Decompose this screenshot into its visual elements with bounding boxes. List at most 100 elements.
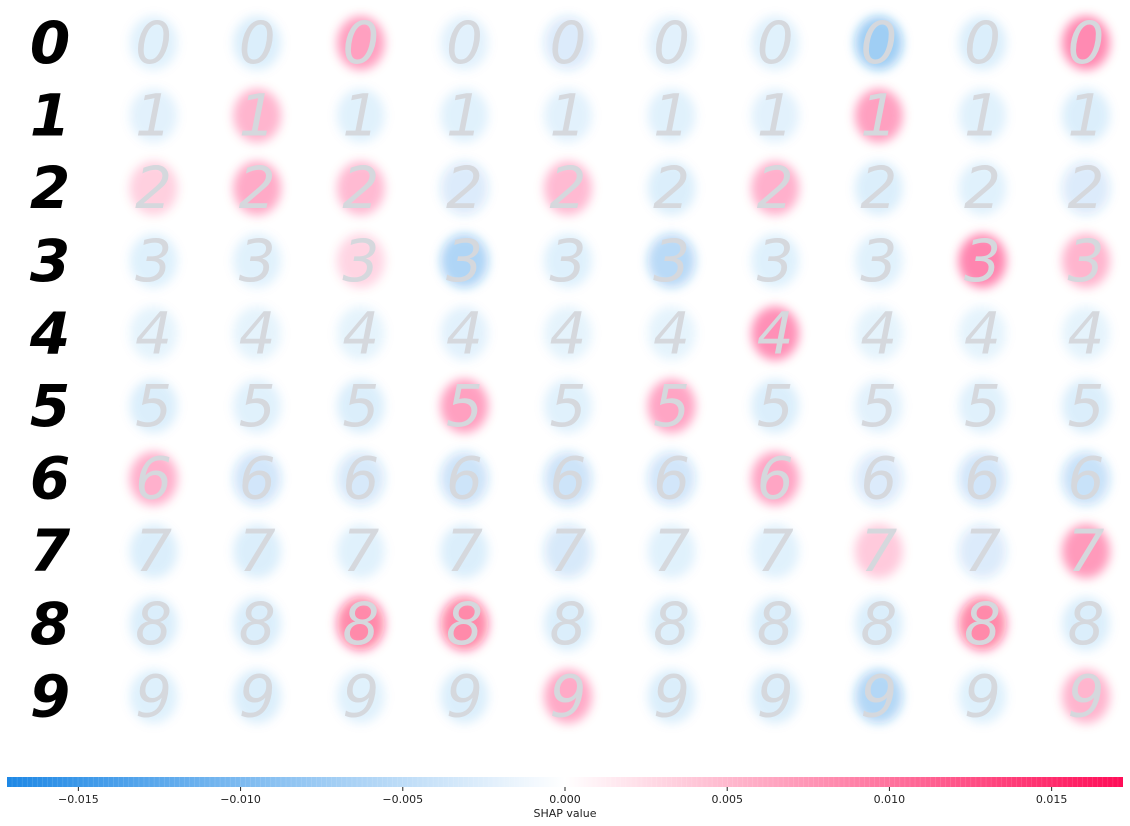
faded-digit-glyph: 5 — [550, 372, 587, 440]
shap-map-cell: 2 — [647, 154, 696, 222]
shap-overlay — [1062, 16, 1110, 70]
faded-digit-glyph: 4 — [860, 299, 897, 367]
input-digit-image: 4 — [29, 299, 70, 367]
faded-digit-glyph: 4 — [446, 299, 483, 367]
faded-digit-glyph: 4 — [964, 299, 1001, 367]
shap-map-cell: 7 — [1062, 517, 1110, 585]
colorbar-tick-label: 0.010 — [874, 793, 906, 806]
faded-digit-glyph: 0 — [1068, 9, 1105, 77]
shap-overlay — [647, 379, 696, 433]
faded-digit-glyph: 1 — [342, 82, 379, 150]
shap-map-cell: 0 — [1062, 9, 1110, 77]
faded-digit-glyph: 7 — [964, 517, 1001, 585]
faded-digit-glyph: 0 — [860, 9, 897, 77]
shap-map-cell: 2 — [336, 154, 385, 222]
shap-overlay — [958, 161, 1007, 216]
shap-map-cell: 8 — [233, 590, 282, 658]
shap-overlay — [647, 596, 696, 651]
faded-digit-glyph: 3 — [239, 227, 276, 295]
shap-overlay — [336, 596, 385, 651]
faded-digit-glyph: 1 — [1068, 82, 1105, 150]
shap-overlay — [440, 669, 489, 724]
shap-map-cell: 6 — [129, 445, 178, 513]
shap-map-cell: 2 — [751, 154, 800, 222]
shap-overlay — [233, 306, 282, 361]
faded-digit-glyph: 9 — [135, 662, 172, 730]
digit-glyph: 8 — [30, 590, 70, 658]
faded-digit-glyph: 9 — [964, 662, 1001, 730]
shap-overlay — [129, 88, 178, 143]
faded-digit-glyph: 2 — [239, 154, 276, 222]
shap-overlay — [854, 596, 903, 651]
shap-overlay — [1062, 669, 1110, 724]
shap-map-cell: 3 — [336, 227, 385, 295]
shap-overlay — [854, 16, 903, 70]
shap-map-cell: 7 — [544, 517, 592, 585]
faded-digit-glyph: 9 — [860, 662, 897, 730]
shap-overlay — [336, 524, 385, 579]
shap-map-cell: 2 — [1062, 154, 1110, 222]
shap-map-cell: 7 — [129, 517, 178, 585]
colorbar-tick-label: 0.005 — [711, 793, 743, 806]
shap-map-cell: 6 — [958, 445, 1007, 513]
shap-overlay — [854, 669, 903, 724]
shap-map-cell: 8 — [854, 590, 903, 658]
shap-overlay — [233, 16, 282, 70]
faded-digit-glyph: 8 — [1068, 590, 1105, 658]
shap-map-cell: 4 — [129, 299, 178, 367]
shap-overlay — [129, 596, 178, 651]
shap-map-cell: 6 — [336, 445, 385, 513]
shap-map-cell: 9 — [336, 662, 385, 730]
shap-overlay — [544, 669, 592, 724]
faded-digit-glyph: 6 — [860, 445, 897, 513]
input-digit-image: 2 — [30, 154, 70, 222]
shap-map-cell: 2 — [958, 154, 1007, 222]
input-digit-image: 6 — [30, 445, 70, 513]
shap-overlay — [440, 16, 489, 70]
shap-map-cell: 5 — [1062, 372, 1110, 440]
shap-map-cell: 8 — [544, 590, 592, 658]
colorbar-tick-label: −0.015 — [58, 793, 99, 806]
shap-overlay — [440, 88, 489, 143]
colorbar-segments — [11, 777, 1119, 787]
shap-overlay — [751, 596, 800, 651]
shap-overlay — [751, 88, 800, 143]
faded-digit-glyph: 3 — [446, 227, 483, 295]
shap-overlay — [1062, 596, 1110, 651]
shap-map-cell: 3 — [544, 227, 592, 295]
faded-digit-glyph: 2 — [757, 154, 794, 222]
faded-digit-glyph: 7 — [757, 517, 794, 585]
faded-digit-glyph: 0 — [135, 9, 172, 77]
shap-map-cell: 5 — [233, 372, 282, 440]
shap-map-cell: 1 — [336, 82, 385, 150]
faded-digit-glyph: 5 — [653, 372, 690, 440]
shap-map-cell: 5 — [958, 372, 1007, 440]
faded-digit-glyph: 6 — [239, 445, 276, 513]
shap-overlay — [440, 596, 489, 651]
shap-map-cell: 8 — [1062, 590, 1110, 658]
shap-overlay — [751, 233, 800, 288]
input-digit-image: 9 — [30, 662, 70, 730]
faded-digit-glyph: 2 — [135, 154, 172, 222]
shap-overlay — [544, 451, 592, 506]
colorbar-tick-label: 0.015 — [1036, 793, 1068, 806]
shap-overlay — [544, 16, 592, 70]
shap-map-cell: 7 — [440, 517, 489, 585]
faded-digit-glyph: 1 — [550, 82, 587, 150]
colorbar-tick-label: −0.005 — [382, 793, 423, 806]
shap-map-cell: 5 — [440, 372, 489, 440]
shap-map-cell: 9 — [1062, 662, 1110, 730]
shap-overlay — [544, 306, 592, 361]
input-digit-image: 7 — [30, 517, 71, 585]
shap-map-cell: 7 — [647, 517, 696, 585]
shap-map-cell: 8 — [751, 590, 800, 658]
shap-overlay — [440, 233, 489, 288]
shap-map-cell: 6 — [1062, 445, 1110, 513]
shap-map-cell: 3 — [647, 227, 696, 295]
shap-overlay — [647, 306, 696, 361]
shap-overlay — [958, 233, 1007, 288]
faded-digit-glyph: 8 — [653, 590, 690, 658]
shap-overlay — [854, 306, 903, 361]
shap-overlay — [1062, 306, 1110, 361]
